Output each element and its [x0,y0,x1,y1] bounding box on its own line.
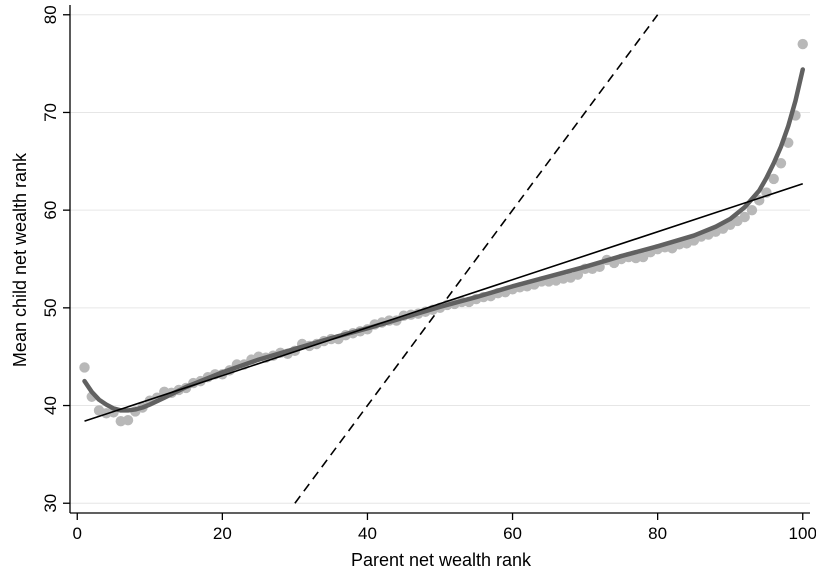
x-tick-label: 60 [503,524,522,543]
data-point [79,362,90,373]
x-tick-label: 80 [648,524,667,543]
x-axis-title: Parent net wealth rank [351,550,532,570]
data-point [797,38,808,50]
y-axis-title: Mean child net wealth rank [10,152,30,367]
x-tick-label: 40 [358,524,377,543]
data-point [746,204,758,216]
reference-45-degree-line [294,14,659,504]
data-point [572,269,584,280]
linear-fit-line [84,183,804,422]
smoothed-curve [82,67,805,413]
y-tick-label: 80 [41,5,60,24]
data-point [768,173,779,185]
x-tick-label: 100 [789,524,816,543]
data-point [739,211,750,223]
axes: 0 20 40 60 80 100 30 40 50 60 70 80 [41,5,816,543]
x-tick-label: 0 [73,524,82,543]
y-tick-label: 40 [41,396,60,415]
linear-fit-group [84,183,804,422]
x-tick-label: 20 [213,524,232,543]
y-tick-label: 50 [41,298,60,317]
smooth-curve-group [82,67,805,413]
y-tick-label: 60 [41,201,60,220]
gridlines [70,14,810,504]
data-point [775,158,787,169]
data-point [122,414,134,426]
reference-line-group [294,14,659,504]
y-tick-label: 30 [41,494,60,513]
y-tick-label: 70 [41,103,60,122]
